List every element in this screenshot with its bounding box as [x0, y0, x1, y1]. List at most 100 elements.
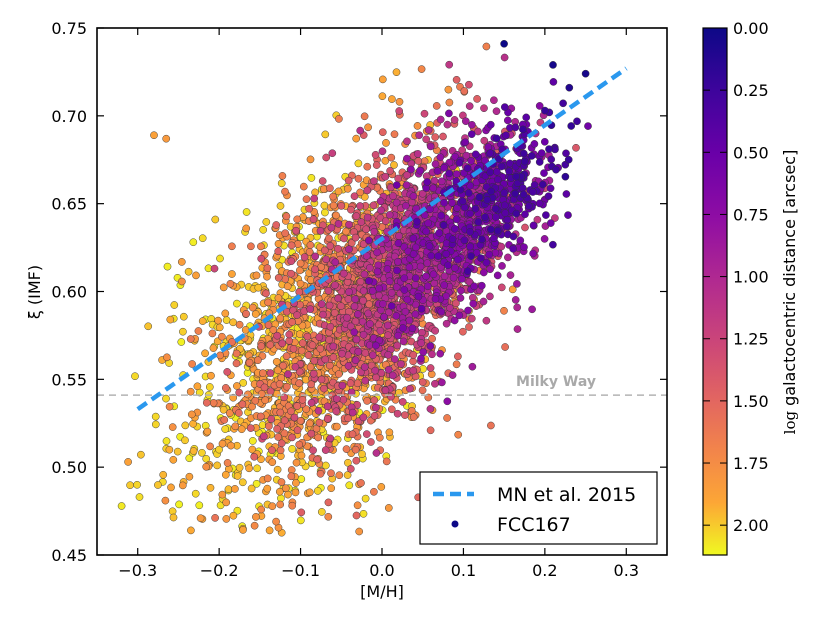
data-point [245, 464, 253, 473]
data-point [299, 182, 308, 191]
data-point [229, 511, 238, 520]
data-point [168, 423, 177, 431]
data-point [162, 394, 170, 403]
data-point [248, 437, 257, 445]
data-point [354, 159, 363, 168]
data-point [276, 202, 285, 210]
data-point [477, 254, 485, 262]
data-point [409, 250, 418, 258]
y-tick-label: 0.55 [51, 370, 87, 389]
data-point [370, 177, 378, 185]
colorbar-gradient [702, 27, 728, 556]
data-point [267, 415, 276, 423]
data-point [196, 514, 205, 523]
data-point [332, 394, 341, 403]
y-tick-label: 0.45 [51, 546, 87, 565]
data-point [530, 140, 539, 148]
data-point [384, 504, 393, 512]
data-point [321, 208, 329, 217]
data-point [380, 313, 388, 321]
data-point [361, 494, 370, 503]
data-point [451, 224, 459, 233]
data-point [295, 440, 304, 449]
data-point [321, 130, 330, 139]
data-point [345, 481, 354, 490]
data-point [473, 95, 481, 103]
data-point [423, 178, 432, 186]
data-point [360, 112, 369, 121]
data-point [436, 115, 445, 124]
data-point [324, 286, 333, 295]
data-point [296, 233, 305, 242]
data-point [493, 226, 502, 235]
data-point [381, 156, 390, 165]
data-point [319, 310, 327, 319]
data-point [254, 283, 263, 292]
data-point [423, 259, 432, 267]
data-point [221, 309, 230, 318]
data-point [351, 233, 360, 242]
data-point [413, 122, 422, 130]
data-point [165, 402, 174, 411]
data-point [384, 331, 392, 340]
data-point [316, 469, 325, 478]
data-point [351, 295, 360, 303]
data-point [281, 229, 290, 238]
data-point [192, 271, 200, 280]
data-point [352, 456, 361, 465]
data-point [169, 455, 178, 464]
data-point [564, 155, 573, 164]
data-point [508, 285, 517, 294]
data-point [465, 80, 473, 89]
data-point [263, 474, 272, 483]
data-point [277, 439, 286, 448]
data-point [264, 298, 272, 307]
data-point [185, 454, 194, 463]
data-point [471, 204, 480, 213]
data-point [169, 513, 178, 522]
legend-fit-label: MN et al. 2015 [497, 484, 636, 506]
data-point [329, 342, 338, 351]
data-point [442, 250, 451, 258]
data-point [455, 311, 464, 320]
data-point [356, 202, 364, 210]
data-point [364, 236, 373, 245]
data-point [469, 299, 478, 308]
data-point [326, 434, 335, 443]
data-point [326, 184, 334, 193]
data-point [163, 262, 172, 271]
data-point [189, 447, 198, 455]
data-point [428, 350, 436, 359]
data-point [350, 328, 359, 337]
data-point [437, 211, 446, 220]
data-point [291, 363, 300, 371]
data-point [501, 209, 510, 217]
data-point [262, 218, 271, 226]
data-point [254, 356, 262, 365]
data-point [394, 174, 403, 183]
data-point [522, 113, 531, 122]
data-point [311, 265, 319, 274]
data-point [552, 165, 560, 174]
data-point [370, 487, 378, 496]
data-point [440, 281, 449, 289]
data-point [422, 227, 431, 236]
data-point [265, 422, 273, 431]
data-point [266, 340, 275, 349]
data-point [162, 437, 171, 445]
data-point [181, 421, 190, 430]
data-point [370, 411, 379, 420]
data-point [268, 446, 276, 455]
data-point [329, 353, 338, 362]
data-point [293, 215, 302, 224]
data-point [144, 322, 153, 331]
data-point [390, 161, 398, 169]
data-point [426, 142, 435, 151]
data-point [303, 332, 312, 341]
data-point [177, 258, 186, 266]
data-point [231, 422, 240, 431]
data-point [437, 307, 446, 316]
data-point [352, 335, 361, 344]
data-point [248, 445, 257, 454]
x-tick-label: 0.0 [369, 561, 394, 580]
